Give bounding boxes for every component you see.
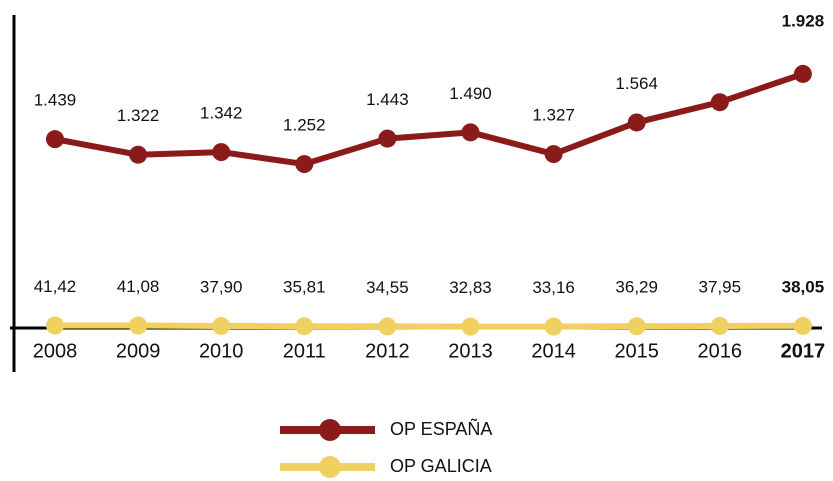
data-label: 41,42 <box>34 277 77 296</box>
point <box>710 93 729 112</box>
data-label: 32,83 <box>449 278 492 297</box>
x-tick-label: 2013 <box>448 340 493 362</box>
x-tick-label: 2011 <box>283 340 326 362</box>
legend-marker <box>319 456 341 478</box>
point <box>46 316 64 335</box>
point <box>544 145 563 164</box>
data-label: 1.490 <box>449 84 492 103</box>
legend-marker <box>319 419 341 441</box>
point <box>46 130 64 149</box>
data-label: 33,16 <box>532 278 575 297</box>
point <box>627 317 646 336</box>
data-label: 1.928 <box>782 11 825 30</box>
point <box>212 316 231 335</box>
data-label: 34,55 <box>366 278 409 297</box>
data-label: 41,08 <box>117 277 160 296</box>
point <box>793 64 812 83</box>
point <box>129 316 148 335</box>
line <box>54 322 803 330</box>
point <box>378 317 397 336</box>
legend-label: OP ESPAÑA <box>390 418 492 439</box>
point <box>295 317 314 336</box>
point <box>212 143 231 162</box>
data-label: 38,05 <box>782 277 825 296</box>
x-tick-label: 2009 <box>116 340 161 362</box>
x-tick-label: 2008 <box>33 340 78 362</box>
data-label: 37,95 <box>699 277 742 296</box>
data-label: 36,29 <box>615 278 658 297</box>
data-label: 35,81 <box>283 278 326 297</box>
point <box>295 155 314 174</box>
data-label: 1.564 <box>615 74 658 93</box>
point <box>627 113 646 132</box>
point <box>461 123 480 142</box>
point <box>793 316 812 335</box>
x-tick-label: 2017 <box>781 340 826 362</box>
data-label: 37,90 <box>200 277 243 296</box>
data-label: 1.252 <box>283 116 326 135</box>
x-tick-label: 2015 <box>614 340 659 362</box>
data-label: 1.322 <box>117 106 160 125</box>
point <box>461 317 480 336</box>
x-tick-label: 2014 <box>531 340 576 362</box>
x-tick-label: 2016 <box>698 340 743 362</box>
line <box>54 71 804 168</box>
data-label: 1.443 <box>366 90 409 109</box>
legend-label: OP GALICIA <box>390 456 492 476</box>
data-label: 1.327 <box>532 106 575 125</box>
x-tick-label: 2010 <box>199 340 244 362</box>
x-tick-label: 2012 <box>365 340 410 362</box>
data-label: 1.342 <box>200 104 243 123</box>
point <box>129 145 148 164</box>
point <box>378 129 397 148</box>
data-label: 1.439 <box>34 91 77 110</box>
point <box>710 316 729 335</box>
point <box>544 317 563 336</box>
